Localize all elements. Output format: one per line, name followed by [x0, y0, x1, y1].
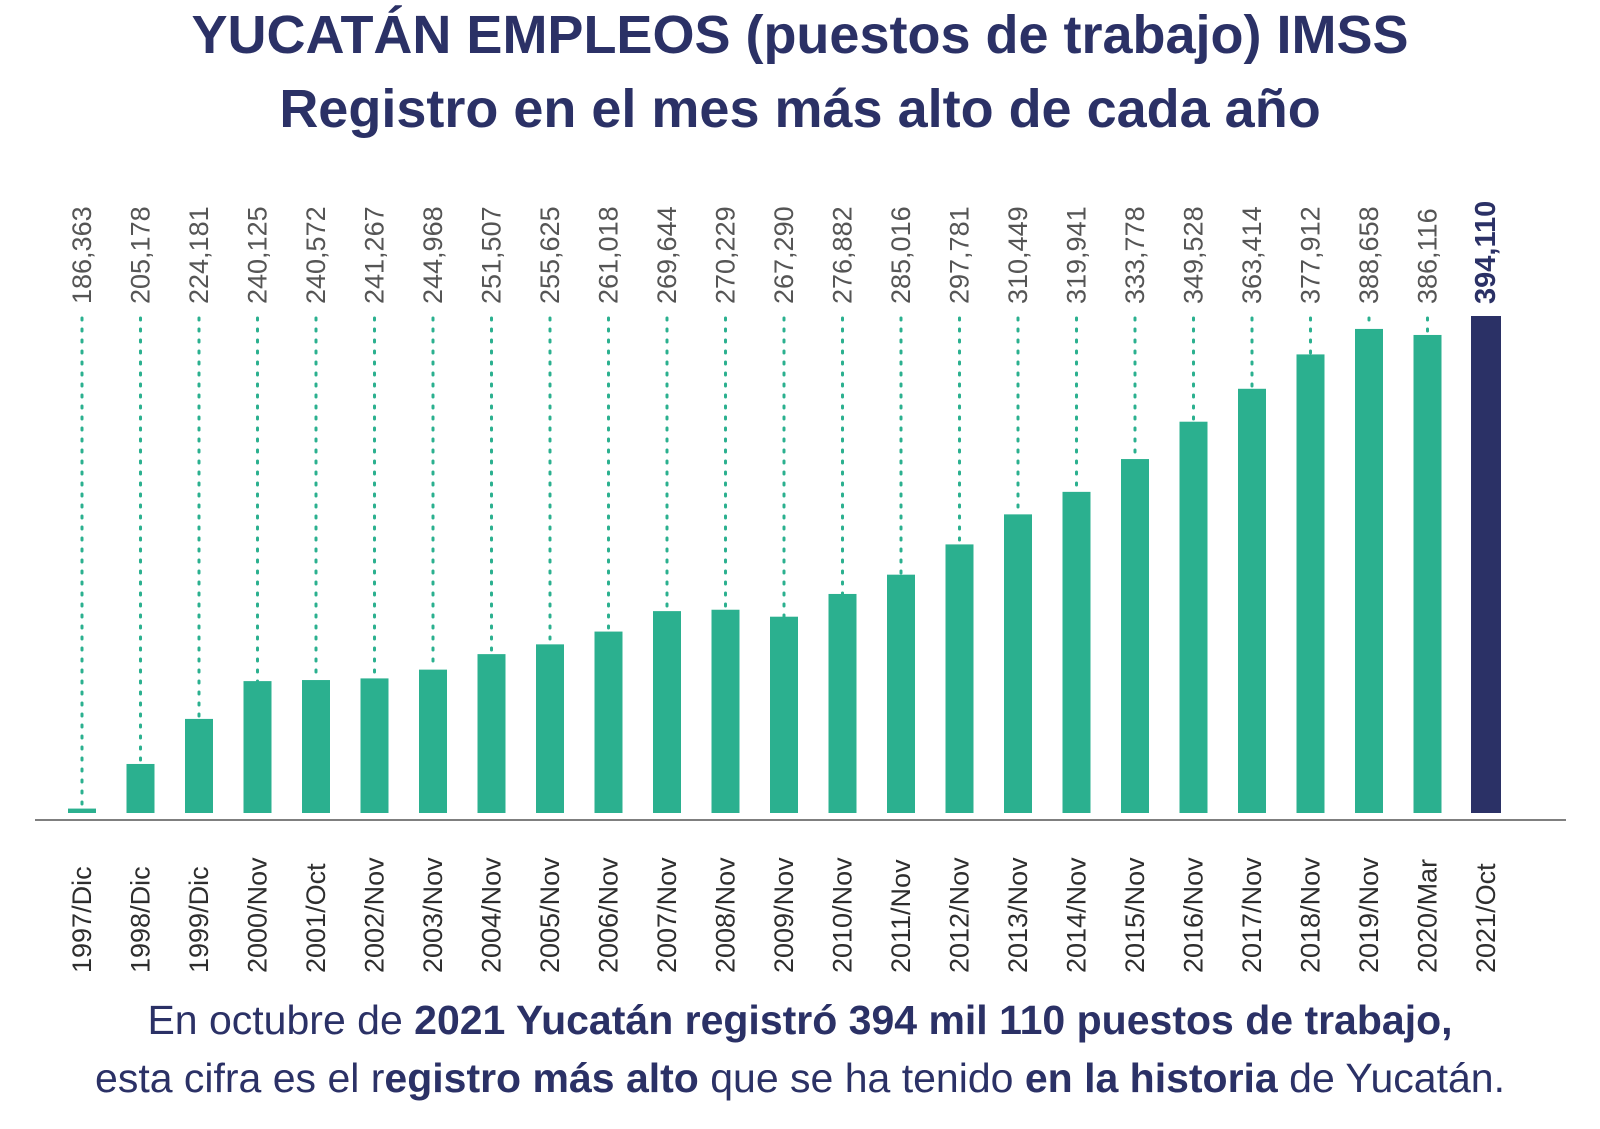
data-label: 349,528 — [1179, 206, 1209, 304]
x-tick-label: 2016/Nov — [1179, 857, 1209, 973]
data-label: 363,414 — [1237, 206, 1267, 304]
bar — [828, 593, 857, 813]
x-tick-label: 2015/Nov — [1120, 857, 1150, 973]
x-tick-label: 2004/Nov — [477, 857, 507, 973]
bar — [536, 644, 564, 813]
data-label: 267,290 — [769, 206, 799, 304]
bar — [302, 680, 330, 813]
bar — [1179, 421, 1208, 813]
bar — [1121, 459, 1149, 813]
x-tick-label: 2010/Nov — [828, 857, 858, 973]
x-tick-label: 2003/Nov — [418, 857, 448, 973]
x-tick-label: 2021/Oct — [1471, 863, 1501, 973]
bar — [594, 631, 623, 813]
bar — [653, 611, 681, 813]
x-tick-label: 2009/Nov — [769, 857, 799, 973]
x-tick-label: 2001/Oct — [301, 863, 331, 973]
x-tick-label: 1998/Dic — [126, 866, 156, 973]
footer-line-1: En octubre de 2021 Yucatán registró 394 … — [0, 1000, 1600, 1041]
bar — [477, 654, 506, 813]
data-label: 285,016 — [886, 206, 916, 304]
bar — [185, 718, 213, 813]
footer-text: esta cifra es el r — [95, 1055, 385, 1101]
x-tick-label: 2020/Mar — [1413, 859, 1443, 973]
bar — [243, 681, 272, 813]
data-label: 241,267 — [360, 206, 390, 304]
x-tick-label: 2014/Nov — [1062, 857, 1092, 973]
data-label: 251,507 — [477, 206, 507, 304]
bar — [360, 678, 389, 813]
data-label: 319,941 — [1062, 206, 1092, 304]
data-label: 255,625 — [535, 206, 565, 304]
x-tick-label: 2005/Nov — [535, 857, 565, 973]
x-tick-label: 2000/Nov — [243, 857, 273, 973]
data-label: 224,181 — [184, 206, 214, 304]
chart-subtitle: Registro en el mes más alto de cada año — [279, 79, 1321, 139]
bar — [1062, 491, 1091, 813]
data-label: 377,912 — [1296, 206, 1326, 304]
bar — [1004, 514, 1032, 813]
x-tick-label: 2019/Nov — [1354, 857, 1384, 973]
x-tick-label: 2012/Nov — [945, 857, 975, 973]
data-label: 310,449 — [1003, 206, 1033, 304]
bar — [1296, 354, 1325, 813]
data-label: 276,882 — [828, 206, 858, 304]
data-label: 388,658 — [1354, 206, 1384, 304]
x-tick-label: 1997/Dic — [67, 866, 97, 973]
bar — [1238, 388, 1266, 813]
x-tick-label: 2011/Nov — [886, 859, 916, 973]
data-label: 244,968 — [418, 206, 448, 304]
bar — [419, 669, 447, 813]
bar — [887, 574, 915, 813]
data-label: 269,644 — [652, 206, 682, 304]
x-tick-label: 2007/Nov — [652, 857, 682, 973]
x-tick-label: 2002/Nov — [360, 857, 390, 973]
bar — [68, 808, 96, 813]
x-tick-label: 2017/Nov — [1237, 857, 1267, 973]
x-tick-label: 1999/Dic — [184, 866, 214, 973]
x-tick-label: 2018/Nov — [1296, 857, 1326, 973]
data-label: 386,116 — [1413, 208, 1443, 304]
x-tick-label: 2008/Nov — [711, 857, 741, 973]
footer-bold-text: egistro más alto — [384, 1055, 699, 1101]
x-tick-label: 2013/Nov — [1003, 857, 1033, 973]
data-label: 270,229 — [711, 206, 741, 304]
bar — [1471, 316, 1501, 813]
x-tick-label: 2006/Nov — [594, 857, 624, 973]
bar-chart: 186,363 1997/Dic 205,178 1998/Dic 224,181 199… — [35, 201, 1566, 973]
data-label: 240,572 — [301, 206, 331, 304]
footer-text: En octubre de — [147, 997, 415, 1043]
footer-text: que se ha tenido — [698, 1055, 1025, 1101]
data-label: 333,778 — [1120, 206, 1150, 304]
bar — [770, 616, 798, 813]
bar — [1355, 328, 1383, 813]
data-label: 186,363 — [67, 206, 97, 304]
footer-bold-text: en la historia — [1024, 1055, 1278, 1101]
data-label: 205,178 — [126, 206, 156, 304]
footer-line-2: esta cifra es el registro más alto que s… — [0, 1058, 1600, 1099]
data-label: 240,125 — [243, 206, 273, 304]
chart-title: YUCATÁN EMPLEOS (puestos de trabajo) IMS… — [191, 5, 1409, 65]
data-label: 394,110 — [1470, 201, 1502, 304]
footer-text: de Yucatán. — [1277, 1055, 1505, 1101]
data-label: 261,018 — [594, 206, 624, 304]
data-label: 297,781 — [945, 206, 975, 304]
bar — [126, 763, 155, 813]
bar — [711, 609, 740, 813]
bar — [1413, 334, 1442, 813]
bar — [945, 544, 974, 813]
footer-bold-text: 2021 Yucatán registró 394 mil 110 puesto… — [414, 997, 1453, 1043]
